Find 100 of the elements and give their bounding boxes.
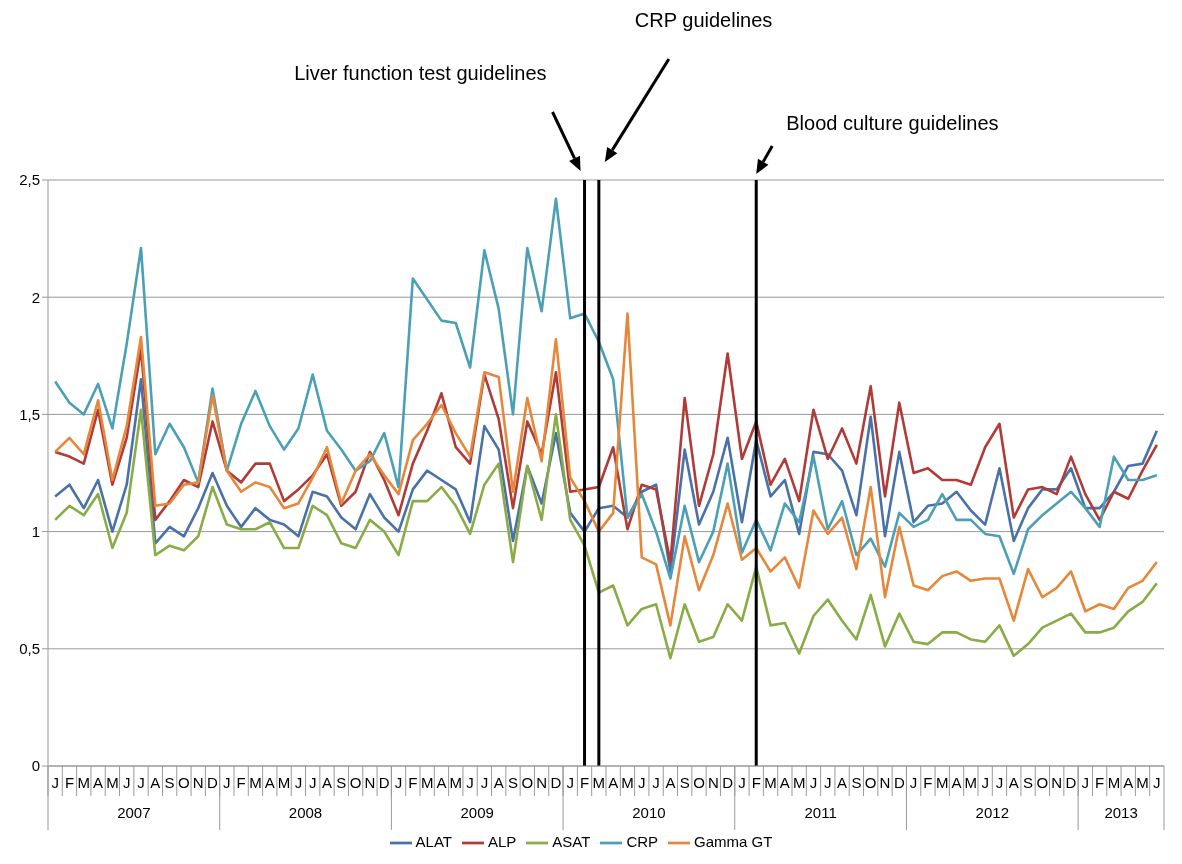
line-series [53,408,1159,660]
text: 2011 [804,804,837,821]
x-tick-label: N [364,774,376,791]
y-tick-label: 2 [31,288,40,306]
x-tick-label: M [764,774,777,791]
y-tick-label: 1,5 [19,405,40,423]
x-tick-label: N [879,774,891,791]
x-tick-label: A [150,774,161,791]
x-tick-label: M [420,774,434,791]
x-tick-label: O [178,774,190,791]
x-tick-label: D [1065,774,1077,791]
text: 2012 [975,804,1009,821]
x-tick-label: A [93,774,104,791]
text: 2008 [288,804,323,821]
x-tick-label: S [679,774,690,791]
x-tick-label: J [638,774,646,791]
text: Liver function test guidelines [294,62,547,84]
x-tick-label: M [249,774,262,791]
x-tick-label: M [935,774,949,791]
x-tick-label: A [779,774,790,791]
text: 2010 [632,804,666,821]
text: CRP guidelines [634,9,773,31]
x-tick-label: J [466,774,474,791]
x-tick-label: O [521,774,534,791]
x-tick-label: J [122,774,131,791]
x-tick-label: O [864,774,877,791]
x-tick-label: A [264,774,275,791]
x-tick-label: F [236,774,246,791]
x-tick-label: J [1081,774,1090,791]
x-tick-label: M [1107,774,1121,791]
legend-label: ASAT [552,832,591,850]
x-tick-label: J [1153,774,1161,791]
x-tick-label: N [707,774,719,791]
text: 2013 [1104,804,1138,821]
x-tick-label: A [436,774,447,791]
x-tick-label: D [722,774,734,791]
x-tick-label: A [321,774,333,791]
x-tick-label: M [449,774,463,791]
y-tick-label: 1 [31,522,40,540]
x-tick-label: F [408,774,418,791]
x-tick-label: M [792,774,806,791]
x-tick-label: A [1008,774,1019,791]
legend-label: ALAT [415,832,452,850]
x-tick-label: M [964,774,978,791]
y-tick-label: 0 [31,757,40,775]
x-tick-label: J [995,774,1004,791]
y-tick-label: 2,5 [19,171,40,189]
x-tick-label: D [893,774,905,791]
x-tick-label: S [1023,774,1034,791]
y-tick-label: 0,5 [19,640,40,658]
x-tick-label: D [378,774,390,791]
line-series [53,197,1159,580]
x-tick-label: J [566,774,574,791]
line-series [53,312,1159,627]
x-tick-label: N [536,774,548,791]
x-tick-label: J [223,774,231,791]
x-tick-label: S [336,774,347,791]
legend-label: ALP [487,832,517,850]
x-tick-label: M [277,774,291,791]
x-tick-label: N [1051,774,1063,791]
x-tick-label: M [77,774,91,791]
x-tick-label: J [652,774,660,791]
x-tick-label: S [851,774,862,791]
x-tick-label: J [809,774,818,791]
x-tick-label: S [164,774,175,791]
x-tick-label: O [693,774,705,791]
x-tick-label: F [751,774,761,791]
legend-label: CRP [626,832,659,850]
x-tick-label: F [579,774,590,791]
x-tick-label: O [349,774,362,791]
x-tick-label: A [837,774,848,791]
x-tick-label: A [608,774,619,791]
x-tick-label: M [592,774,606,791]
x-tick-label: F [1095,774,1105,791]
x-tick-label: J [909,774,918,791]
x-tick-label: J [480,774,489,791]
x-tick-label: A [665,774,676,791]
x-tick-label: D [550,774,562,791]
legend-label: Gamma GT [694,832,773,850]
x-tick-label: J [981,774,989,791]
x-tick-label: A [493,774,504,791]
x-tick-label: J [738,774,746,791]
x-tick-label: S [507,774,519,791]
x-tick-label: N [192,774,204,791]
text: Blood culture guidelines [786,112,999,134]
x-tick-label: O [1036,774,1049,791]
x-tick-label: F [923,774,933,791]
x-tick-label: J [824,774,832,791]
x-tick-label: J [394,774,403,791]
x-tick-label: M [621,774,634,791]
text: 2007 [117,804,151,821]
x-tick-label: M [1136,774,1149,791]
x-tick-label: A [951,774,962,791]
x-tick-label: M [106,774,119,791]
text: 2009 [460,804,494,821]
x-tick-label: J [51,774,59,791]
x-tick-label: J [137,774,145,791]
x-tick-label: J [308,774,317,791]
x-tick-label: A [1123,774,1134,791]
x-tick-label: J [294,774,303,791]
